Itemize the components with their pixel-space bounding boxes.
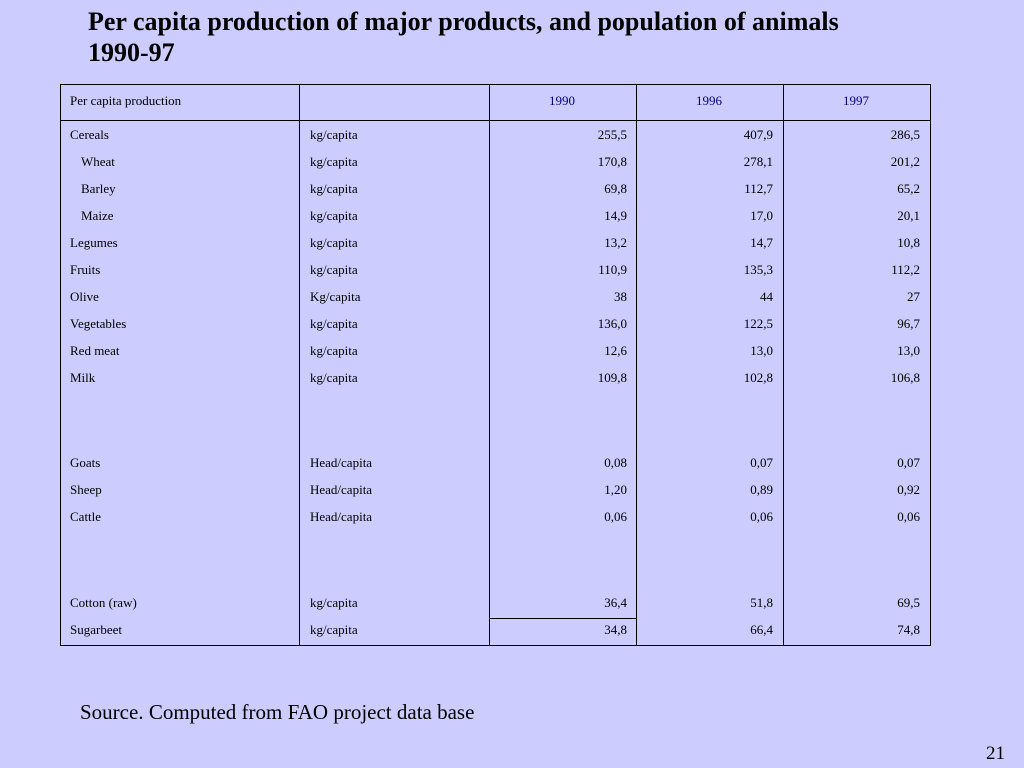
value-1990: 34,8: [604, 622, 627, 637]
value-1997: 20,1: [897, 208, 920, 223]
row-label: Barley: [81, 181, 116, 196]
title-line-2: 1990-97: [88, 38, 175, 67]
value-1996: 0,89: [750, 482, 773, 497]
row-label: Legumes: [70, 235, 118, 250]
value-1996: 102,8: [743, 370, 773, 385]
row-label: Sugarbeet: [70, 622, 122, 637]
column-divider: [489, 85, 490, 645]
value-1990: 38: [614, 289, 627, 304]
row-unit: kg/capita: [310, 370, 358, 385]
row-unit: kg/capita: [310, 154, 358, 169]
value-1997: 69,5: [897, 595, 920, 610]
header-year-1997: 1997: [843, 93, 869, 108]
row-unit: kg/capita: [310, 181, 358, 196]
row-unit: kg/capita: [310, 316, 358, 331]
value-1996: 122,5: [743, 316, 773, 331]
row-label: Wheat: [81, 154, 115, 169]
column-divider: [299, 85, 300, 645]
value-1997: 65,2: [897, 181, 920, 196]
value-1997: 201,2: [890, 154, 920, 169]
row-unit: kg/capita: [310, 262, 358, 277]
row-unit: Head/capita: [310, 509, 373, 524]
value-1990: 136,0: [597, 316, 627, 331]
header-divider: [61, 120, 930, 121]
value-1990: 12,6: [604, 343, 627, 358]
value-1997: 74,8: [897, 622, 920, 637]
row-unit: Kg/capita: [310, 289, 361, 304]
value-1996: 14,7: [750, 235, 773, 250]
value-1996: 112,7: [744, 181, 773, 196]
value-1990: 13,2: [604, 235, 627, 250]
value-1990: 0,08: [604, 455, 627, 470]
production-table: Per capita production 1990 1996 1997 Cer…: [60, 84, 931, 646]
row-unit: kg/capita: [310, 343, 358, 358]
value-1997: 0,06: [897, 509, 920, 524]
value-1997: 0,92: [897, 482, 920, 497]
value-1990: 110,9: [598, 262, 627, 277]
row-label: Cotton (raw): [70, 595, 137, 610]
value-1996: 407,9: [743, 127, 773, 142]
value-1990: 1,20: [604, 482, 627, 497]
value-1990: 0,06: [604, 509, 627, 524]
row-label: Olive: [70, 289, 99, 304]
row-unit: kg/capita: [310, 127, 358, 142]
value-1997: 106,8: [890, 370, 920, 385]
row-label: Cattle: [70, 509, 102, 524]
row-unit: Head/capita: [310, 455, 373, 470]
value-1996: 17,0: [750, 208, 773, 223]
value-1996: 44: [760, 289, 773, 304]
row-label: Sheep: [70, 482, 102, 497]
header-year-1996: 1996: [696, 93, 722, 108]
row-unit: kg/capita: [310, 622, 358, 637]
value-1996: 0,06: [750, 509, 773, 524]
row-label: Cereals: [70, 127, 109, 142]
row-label: Vegetables: [70, 316, 127, 331]
row-label: Goats: [70, 455, 101, 470]
source-note: Source. Computed from FAO project data b…: [80, 700, 475, 724]
value-1997: 286,5: [890, 127, 920, 142]
row-unit: kg/capita: [310, 595, 358, 610]
row-label: Red meat: [70, 343, 120, 358]
column-divider: [636, 85, 637, 645]
value-1990: 170,8: [597, 154, 627, 169]
page-number: 21: [986, 743, 1005, 764]
value-1990: 69,8: [604, 181, 627, 196]
slide-title: Per capita production of major products,…: [88, 6, 988, 68]
value-1997: 13,0: [897, 343, 920, 358]
value-1996: 135,3: [743, 262, 773, 277]
value-1996: 66,4: [750, 622, 773, 637]
value-1997: 10,8: [897, 235, 920, 250]
value-1996: 0,07: [750, 455, 773, 470]
row-unit: kg/capita: [310, 235, 358, 250]
value-1997: 0,07: [897, 455, 920, 470]
value-1996: 13,0: [750, 343, 773, 358]
cell-divider: [490, 618, 637, 619]
header-year-1990: 1990: [549, 93, 575, 108]
value-1997: 27: [907, 289, 920, 304]
value-1990: 36,4: [604, 595, 627, 610]
row-label: Fruits: [70, 262, 101, 277]
row-label: Milk: [70, 370, 96, 385]
header-per-capita-production: Per capita production: [70, 93, 182, 108]
value-1990: 255,5: [597, 127, 627, 142]
row-unit: Head/capita: [310, 482, 373, 497]
value-1996: 278,1: [743, 154, 773, 169]
value-1990: 109,8: [597, 370, 627, 385]
title-line-1: Per capita production of major products,…: [88, 7, 839, 36]
row-label: Maize: [81, 208, 114, 223]
value-1997: 112,2: [891, 262, 920, 277]
row-unit: kg/capita: [310, 208, 358, 223]
value-1996: 51,8: [750, 595, 773, 610]
value-1997: 96,7: [897, 316, 920, 331]
column-divider: [783, 85, 784, 645]
value-1990: 14,9: [604, 208, 627, 223]
